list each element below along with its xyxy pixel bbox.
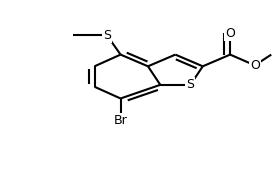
Text: O: O (225, 27, 235, 40)
Text: S: S (103, 29, 111, 42)
Text: O: O (250, 59, 260, 72)
Text: S: S (186, 78, 195, 91)
Text: Br: Br (114, 114, 127, 127)
